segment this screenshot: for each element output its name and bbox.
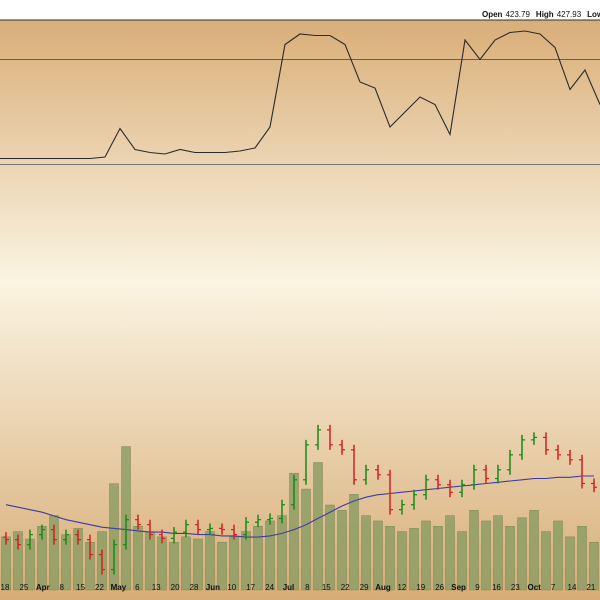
x-tick-label: May — [111, 583, 127, 592]
volume-bar — [445, 515, 455, 591]
header-bar — [0, 0, 600, 20]
volume-bar — [385, 526, 395, 591]
volume-bar — [181, 536, 191, 591]
x-tick-label: 18 — [1, 583, 10, 592]
volume-bar — [529, 510, 539, 591]
x-tick-label: 24 — [265, 583, 274, 592]
x-tick-label: 22 — [341, 583, 350, 592]
moving-average — [5, 475, 594, 538]
x-tick-label: 8 — [59, 583, 64, 592]
x-tick-label: 19 — [416, 583, 425, 592]
x-tick-label: 8 — [305, 583, 310, 592]
volume-bar — [217, 541, 227, 591]
volume-bar — [265, 520, 275, 591]
volume-bar — [397, 531, 407, 591]
volume-bar — [157, 536, 167, 591]
x-tick-label: 29 — [360, 583, 369, 592]
x-tick-label: 22 — [95, 583, 104, 592]
volume-bar — [13, 531, 23, 591]
volume-bar — [313, 462, 323, 591]
quote-label: Low — [587, 10, 600, 19]
volume-bar — [133, 526, 143, 591]
x-tick-label: 17 — [246, 583, 255, 592]
x-tick-label: 7 — [551, 583, 556, 592]
x-tick-label: Aug — [375, 583, 391, 592]
x-tick-label: Jul — [283, 583, 295, 592]
x-tick-label: 10 — [227, 583, 236, 592]
quote-value: 427.93 — [557, 10, 582, 19]
plot-background — [0, 20, 600, 600]
x-tick-label: Jun — [206, 583, 220, 592]
x-tick-label: 16 — [492, 583, 501, 592]
volume-bar — [493, 515, 503, 591]
x-tick-label: 23 — [511, 583, 520, 592]
volume-bar — [1, 536, 11, 591]
volume-bar — [145, 531, 155, 591]
volume-bar — [253, 526, 263, 591]
volume-bar — [109, 483, 119, 591]
x-tick-label: 15 — [76, 583, 85, 592]
volume-bar — [73, 528, 83, 591]
x-tick-label: 13 — [152, 583, 161, 592]
volume-bar — [241, 531, 251, 591]
volume-bar — [373, 520, 383, 591]
volume-bar — [193, 538, 203, 591]
x-tick-label: 9 — [475, 583, 480, 592]
x-tick-label: Oct — [528, 583, 542, 592]
volume-bar — [433, 526, 443, 591]
volume-bar — [301, 488, 311, 591]
volume-bar — [409, 528, 419, 591]
volume-bar — [325, 504, 335, 591]
volume-bar — [517, 517, 527, 591]
indicator-line — [0, 30, 600, 160]
volume-bar — [481, 520, 491, 591]
x-tick-label: 12 — [397, 583, 406, 592]
volume-bar — [337, 510, 347, 591]
volume-bar — [421, 520, 431, 591]
quote-label: High — [536, 10, 554, 19]
volume-bar — [277, 515, 287, 591]
volume-bar — [457, 531, 467, 591]
x-tick-label: 20 — [171, 583, 180, 592]
quote-value: 423.79 — [505, 10, 530, 19]
x-tick-label: 6 — [135, 583, 140, 592]
x-tick-label: 28 — [190, 583, 199, 592]
volume-bar — [541, 531, 551, 591]
volume-bar — [205, 531, 215, 591]
volume-bar — [229, 536, 239, 591]
volume-bar — [505, 526, 515, 591]
volume-bar — [469, 510, 479, 591]
volume-bar — [589, 541, 599, 591]
volume-bar — [577, 526, 587, 591]
volume-bar — [565, 536, 575, 591]
x-tick-label: 25 — [19, 583, 28, 592]
x-tick-label: 15 — [322, 583, 331, 592]
x-tick-label: Sep — [451, 583, 466, 592]
x-tick-label: 21 — [586, 583, 595, 592]
volume-bar — [553, 520, 563, 591]
x-tick-label: Apr — [36, 583, 50, 592]
volume-bar — [361, 515, 371, 591]
x-tick-label: 26 — [435, 583, 444, 592]
x-tick-label: 14 — [568, 583, 577, 592]
quote-label: Open — [482, 10, 503, 19]
volume-bar — [349, 494, 359, 591]
